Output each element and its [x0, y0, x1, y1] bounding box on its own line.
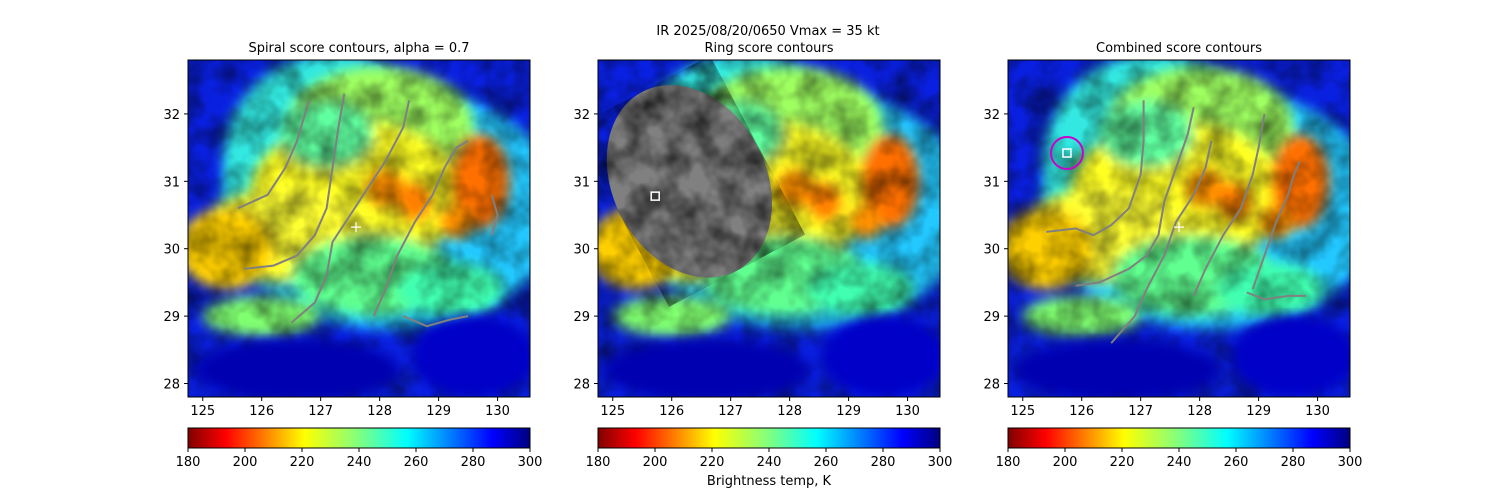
ir-image [188, 60, 530, 397]
colorbar-tick-label: 180 [996, 455, 1021, 470]
x-tick-label: 129 [426, 404, 451, 419]
contour-line [402, 315, 469, 328]
x-tick-label: 129 [1246, 404, 1271, 419]
ring-contours [606, 85, 773, 278]
x-tick-label: 125 [1010, 404, 1035, 419]
colorbar-tick-label: 260 [1224, 455, 1249, 470]
colorbar-tick-label: 280 [1281, 455, 1306, 470]
colorbar-tick-label: 260 [814, 455, 839, 470]
contour-line [1046, 100, 1145, 237]
combined-circle [1049, 136, 1084, 171]
contour-line [1251, 160, 1301, 290]
colorbar-tick-label: 260 [404, 455, 429, 470]
colorbar-tick-label: 280 [871, 455, 896, 470]
colorbar-tick-label: 220 [700, 455, 725, 470]
colorbar-gradient [187, 427, 531, 449]
colorbar-tick-label: 180 [586, 455, 611, 470]
x-tick-label: 128 [1187, 404, 1212, 419]
score-contours [237, 93, 499, 328]
y-tick-label: 28 [573, 378, 590, 393]
y-tick-label: 31 [163, 175, 180, 190]
colorbar-tick-label: 300 [1338, 455, 1363, 470]
y-tick-label: 30 [163, 243, 180, 258]
contour-line [490, 194, 499, 236]
x-tick-label: 130 [895, 404, 920, 419]
y-tick-label: 29 [573, 310, 590, 325]
colorbar-tick-label: 200 [233, 455, 258, 470]
y-tick-label: 32 [573, 108, 590, 123]
x-tick-label: 127 [718, 404, 743, 419]
colorbar-tick-label: 240 [1167, 455, 1192, 470]
contour-line [1110, 140, 1213, 344]
colorbar-tick-label: 180 [176, 455, 201, 470]
y-tick-label: 28 [163, 378, 180, 393]
panel-title: Ring score contours [704, 41, 833, 56]
y-tick-label: 30 [983, 243, 1000, 258]
first-guess-marker [1174, 222, 1184, 233]
y-tick-label: 29 [163, 310, 180, 325]
figure-suptitle: IR 2025/08/20/0650 Vmax = 35 kt [656, 24, 879, 39]
colorbar-tick-label: 240 [347, 455, 372, 470]
score-contours [1046, 100, 1306, 344]
colorbar-label: Brightness temp, K [707, 474, 832, 489]
x-tick-label: 127 [1128, 404, 1153, 419]
x-tick-label: 130 [485, 404, 510, 419]
colorbar: 180 200 220 240 260 280 300 [586, 427, 953, 470]
colorbar-tick-label: 240 [757, 455, 782, 470]
x-tick-label: 128 [777, 404, 802, 419]
x-tick-label: 127 [308, 404, 333, 419]
y-tick-label: 28 [983, 378, 1000, 393]
y-tick-label: 31 [573, 175, 590, 190]
colorbar-tick-label: 300 [928, 455, 953, 470]
y-tick-label: 30 [573, 243, 590, 258]
contour-line [290, 100, 411, 324]
panel-3: Combined score contours 125 126 127 128 129 13… [983, 41, 1363, 470]
best-estimate-marker [650, 191, 660, 201]
contour-line [1075, 106, 1195, 287]
colorbar: 180 200 220 240 260 280 300 [996, 427, 1363, 470]
x-tick-label: 126 [659, 404, 684, 419]
x-tick-label: 125 [600, 404, 625, 419]
colorbar-tick-label: 200 [643, 455, 668, 470]
contour-line [372, 140, 469, 317]
colorbar-tick-label: 200 [1053, 455, 1078, 470]
x-tick-label: 126 [1069, 404, 1094, 419]
x-tick-label: 125 [190, 404, 215, 419]
x-tick-label: 129 [836, 404, 861, 419]
y-tick-label: 31 [983, 175, 1000, 190]
contour-line [1246, 291, 1306, 301]
ir-image [1008, 60, 1350, 397]
y-tick-label: 32 [983, 108, 1000, 123]
colorbar-tick-label: 220 [1110, 455, 1135, 470]
axes-frame [597, 59, 941, 398]
panels: Spiral score contours, alpha = 0.7 125 126… [163, 41, 1363, 470]
y-tick-label: 29 [983, 310, 1000, 325]
first-guess-marker [351, 222, 362, 233]
axes-frame [187, 59, 531, 398]
axes-frame [1007, 59, 1351, 398]
best-estimate-marker [1062, 148, 1072, 158]
x-tick-label: 126 [249, 404, 274, 419]
panel-title: Combined score contours [1096, 41, 1262, 56]
colorbar-tick-label: 300 [518, 455, 543, 470]
panel-title: Spiral score contours, alpha = 0.7 [248, 41, 469, 56]
contour-line [237, 100, 310, 210]
colorbar-gradient [597, 427, 941, 449]
colorbar-gradient [1007, 427, 1351, 449]
colorbar-tick-label: 220 [290, 455, 315, 470]
panel-2: Ring score contours 125 126 127 128 129 130 28 2… [573, 41, 953, 470]
x-tick-label: 128 [367, 404, 392, 419]
contour-line [1192, 113, 1266, 297]
y-tick-label: 32 [163, 108, 180, 123]
colorbar: 180 200 220 240 260 280 300 [176, 427, 543, 470]
colorbar-tick-label: 280 [461, 455, 486, 470]
panel-1: Spiral score contours, alpha = 0.7 125 126… [163, 41, 543, 470]
x-tick-label: 130 [1305, 404, 1330, 419]
contour-line [243, 93, 346, 270]
